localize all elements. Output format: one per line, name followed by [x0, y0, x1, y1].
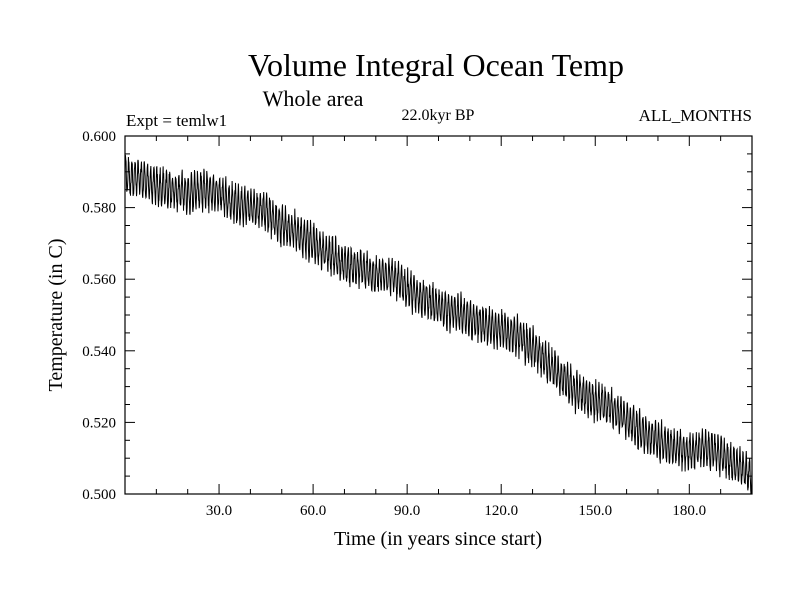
- y-axis-tick-labels: 0.500 0.520 0.540 0.560 0.580 0.600: [82, 129, 116, 503]
- x-tick-label: 150.0: [578, 503, 612, 519]
- y-tick-label: 0.520: [82, 415, 116, 431]
- x-axis-tick-labels: 30.0 60.0 90.0 120.0 150.0 180.0: [206, 503, 706, 519]
- y-tick-label: 0.560: [82, 272, 116, 288]
- y-tick-label: 0.600: [82, 129, 116, 145]
- x-axis-label: Time (in years since start): [334, 528, 542, 550]
- y-tick-label: 0.540: [82, 344, 116, 360]
- y-tick-label: 0.500: [82, 487, 116, 503]
- x-tick-label: 30.0: [206, 503, 232, 519]
- x-tick-label: 180.0: [672, 503, 706, 519]
- x-tick-label: 120.0: [484, 503, 518, 519]
- months-label: ALL_MONTHS: [639, 106, 752, 125]
- experiment-label: Expt = temlw1: [126, 111, 227, 130]
- series-line-ocean-temp: [124, 154, 753, 495]
- x-tick-label: 90.0: [394, 503, 420, 519]
- x-tick-label: 60.0: [300, 503, 326, 519]
- axis-ticks: [124, 135, 753, 495]
- y-axis-label: Temperature (in C): [45, 239, 67, 392]
- chart-subtitle: Whole area: [263, 86, 364, 111]
- y-tick-label: 0.580: [82, 201, 116, 217]
- chart-title: Volume Integral Ocean Temp: [248, 47, 624, 83]
- period-label: 22.0kyr BP: [402, 107, 475, 124]
